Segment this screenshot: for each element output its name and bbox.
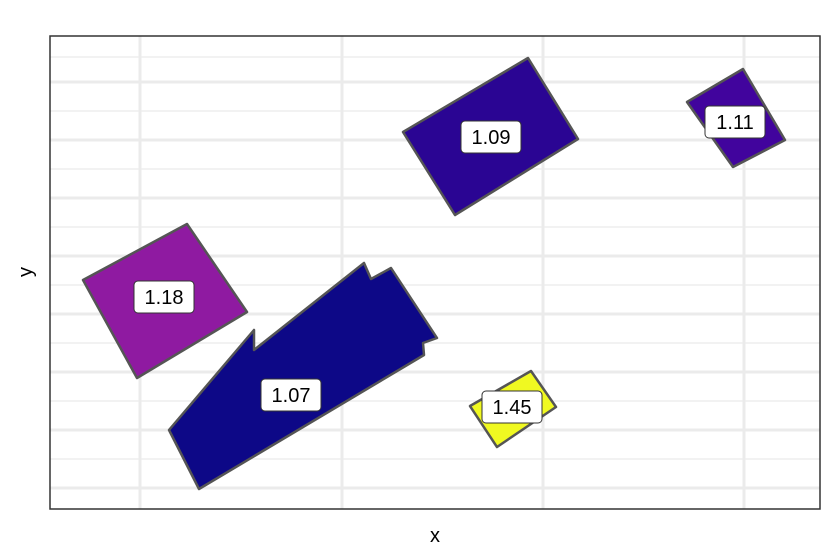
polygon-label-text: 1.09 (472, 127, 511, 149)
polygon-label-box (704, 105, 766, 139)
polygon-label-text: 1.18 (145, 287, 184, 309)
polygon-label: 1.09 (460, 120, 522, 154)
polygon-label-box (460, 120, 522, 154)
polygon-label-text: 1.45 (493, 397, 532, 419)
x-axis-title: x (430, 525, 440, 547)
polygon-shape (167, 261, 439, 491)
polygon-label: 1.07 (260, 378, 322, 412)
y-axis-title: y (15, 267, 37, 277)
plot-panel: 1.07 1.09 1.11 1.18 1.45 (49, 35, 821, 510)
polygon-label-box (133, 280, 195, 314)
polygon-label: 1.45 (481, 390, 543, 424)
polygon-label-text: 1.07 (272, 385, 311, 407)
polygon-labels: 1.07 1.09 1.11 1.18 1.45 (133, 105, 766, 424)
polygon-label-box (260, 378, 322, 412)
panel-border (49, 35, 821, 510)
polygon-label-box (481, 390, 543, 424)
polygon-label: 1.18 (133, 280, 195, 314)
polygon-label: 1.11 (704, 105, 766, 139)
polygon-label-text: 1.11 (716, 112, 753, 134)
